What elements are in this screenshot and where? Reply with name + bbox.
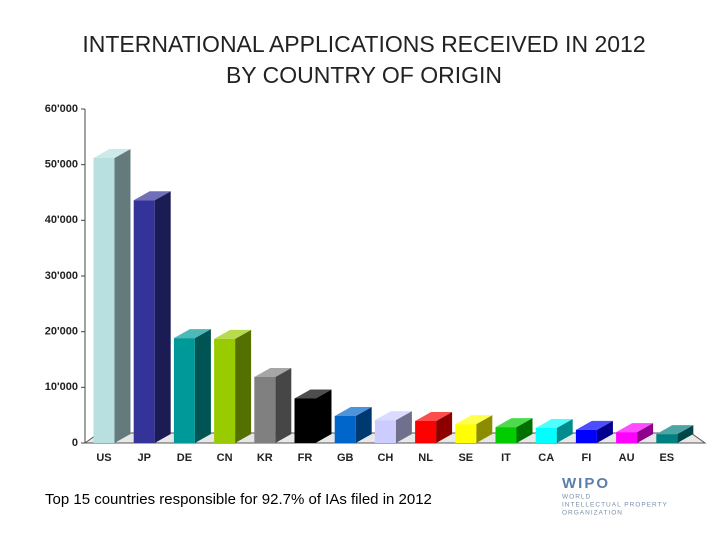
bar-top (294, 389, 332, 399)
x-tick-label: FI (582, 452, 592, 464)
chart-title: BY COUNTRY OF ORIGIN (226, 62, 502, 88)
bar-side (235, 329, 252, 443)
bar (214, 329, 252, 443)
bar-top (535, 418, 573, 428)
x-tick-label: CH (377, 452, 393, 464)
bar-front (535, 427, 557, 443)
x-tick-label: GB (337, 452, 354, 464)
bar-top (495, 418, 533, 428)
bar (93, 148, 131, 443)
y-tick-label: 20'000 (45, 326, 78, 338)
bar-front (616, 432, 638, 443)
bar (334, 407, 372, 443)
y-tick-label: 40'000 (45, 214, 78, 226)
bar-side (275, 368, 292, 443)
bar-front (495, 427, 517, 443)
bar (173, 329, 211, 443)
logo-text: WORLD (562, 494, 591, 501)
bar-front (294, 398, 316, 443)
x-tick-label: CA (538, 452, 554, 464)
bar-front (93, 157, 115, 443)
bar (495, 418, 533, 443)
bar-side (154, 191, 171, 443)
bar (535, 418, 573, 443)
bar-top (173, 329, 211, 339)
x-tick-label: SE (458, 452, 473, 464)
y-tick-label: 30'000 (45, 270, 78, 282)
x-tick-label: JP (137, 452, 150, 464)
bar-front (133, 200, 155, 443)
x-tick-label: US (96, 452, 111, 464)
x-tick-label: FR (298, 452, 313, 464)
bar-top (656, 425, 694, 435)
bar-front (173, 338, 195, 443)
bar-top (133, 191, 171, 201)
logo-text: ORGANIZATION (562, 510, 623, 517)
bar (133, 191, 171, 443)
bar-top (374, 411, 412, 421)
bar-side (476, 415, 493, 443)
bar-top (575, 420, 613, 430)
bar-side (315, 389, 332, 443)
bar-top (616, 423, 654, 433)
bar (575, 420, 613, 443)
bar-front (575, 429, 597, 443)
bar-front (656, 434, 678, 443)
footnote: Top 15 countries responsible for 92.7% o… (45, 491, 432, 508)
bar-front (374, 420, 396, 443)
bar (455, 415, 493, 443)
logo: WIPO WORLD INTELLECTUAL PROPERTY ORGANIZ… (562, 475, 668, 517)
bar-top (254, 368, 292, 378)
bar-top (455, 415, 493, 425)
bar (656, 425, 694, 443)
bar-side (114, 148, 131, 443)
bar-side (355, 407, 372, 443)
bar-top (214, 329, 252, 339)
logo-name: WIPO (562, 475, 610, 492)
logo-text: INTELLECTUAL PROPERTY (562, 502, 668, 509)
bar-front (334, 416, 356, 443)
y-tick-label: 0 (72, 437, 78, 449)
y-tick-label: 60'000 (45, 103, 78, 115)
bar-side (637, 423, 654, 443)
bar (294, 389, 332, 443)
x-tick-label: IT (501, 452, 511, 464)
bar-top (415, 412, 453, 422)
bar-side (677, 425, 694, 443)
chart-title: INTERNATIONAL APPLICATIONS RECEIVED IN 2… (82, 31, 645, 57)
bar-front (455, 424, 477, 443)
bar (616, 423, 654, 443)
bar-side (556, 418, 573, 443)
bar (374, 411, 412, 443)
bar-side (596, 420, 613, 443)
bar-side (395, 411, 412, 443)
x-tick-label: ES (659, 452, 674, 464)
x-tick-label: AU (619, 452, 635, 464)
bar-front (214, 338, 236, 443)
y-tick-label: 10'000 (45, 381, 78, 393)
bar (254, 368, 292, 443)
bar-front (254, 377, 276, 443)
bar-side (436, 412, 453, 443)
y-tick-label: 50'000 (45, 159, 78, 171)
bar-side (516, 418, 533, 443)
bar-side (194, 329, 211, 443)
bar (415, 412, 453, 443)
x-tick-label: DE (177, 452, 192, 464)
bar-front (415, 421, 437, 443)
x-tick-label: CN (217, 452, 233, 464)
bar-top (93, 148, 131, 158)
bar-top (334, 407, 372, 417)
x-tick-label: NL (418, 452, 433, 464)
x-tick-label: KR (257, 452, 273, 464)
